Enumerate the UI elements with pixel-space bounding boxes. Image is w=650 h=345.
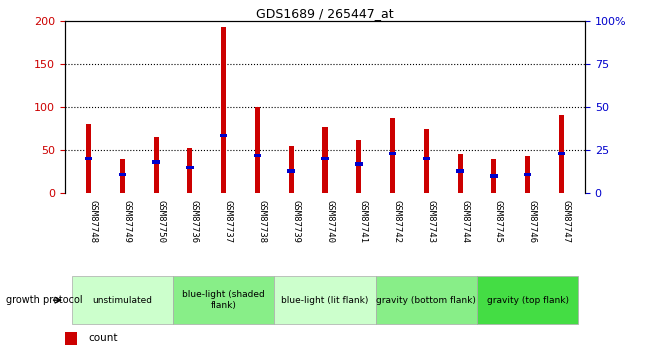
Text: growth protocol: growth protocol xyxy=(6,295,83,305)
Bar xyxy=(559,115,564,193)
Bar xyxy=(221,27,226,193)
Bar xyxy=(186,166,194,169)
Text: GSM87744: GSM87744 xyxy=(460,200,469,243)
Bar xyxy=(152,160,160,164)
Bar xyxy=(86,124,91,193)
Bar xyxy=(525,156,530,193)
Text: gravity (top flank): gravity (top flank) xyxy=(487,296,569,305)
Bar xyxy=(120,159,125,193)
Text: gravity (bottom flank): gravity (bottom flank) xyxy=(376,296,476,305)
Bar xyxy=(289,146,294,193)
Bar xyxy=(187,148,192,193)
Text: blue-light (shaded
flank): blue-light (shaded flank) xyxy=(183,290,265,310)
Bar xyxy=(220,134,228,137)
Text: GSM87743: GSM87743 xyxy=(426,200,436,243)
Text: GSM87746: GSM87746 xyxy=(528,200,537,243)
Text: GSM87747: GSM87747 xyxy=(562,200,570,243)
Text: GSM87745: GSM87745 xyxy=(494,200,503,243)
Text: GSM87750: GSM87750 xyxy=(156,200,165,243)
Bar xyxy=(355,162,363,166)
Text: GSM87739: GSM87739 xyxy=(291,200,300,243)
Bar xyxy=(376,276,477,324)
Text: GSM87749: GSM87749 xyxy=(122,200,131,243)
Bar xyxy=(255,107,260,193)
Bar xyxy=(477,276,578,324)
Bar xyxy=(490,174,498,178)
Text: GSM87740: GSM87740 xyxy=(325,200,334,243)
Text: GSM87748: GSM87748 xyxy=(88,200,98,243)
Bar xyxy=(491,159,497,193)
Text: unstimulated: unstimulated xyxy=(92,296,152,305)
Bar xyxy=(456,169,464,172)
Bar xyxy=(458,154,463,193)
Bar xyxy=(322,127,328,193)
Bar xyxy=(558,152,565,155)
Bar xyxy=(72,276,173,324)
Bar xyxy=(153,137,159,193)
Bar xyxy=(390,118,395,193)
Bar xyxy=(173,276,274,324)
Bar xyxy=(85,157,92,160)
Bar xyxy=(389,152,396,155)
Bar xyxy=(422,157,430,160)
Text: GSM87738: GSM87738 xyxy=(257,200,266,243)
Bar xyxy=(118,172,126,176)
Bar xyxy=(254,154,261,157)
Text: GSM87737: GSM87737 xyxy=(224,200,233,243)
Text: GSM87742: GSM87742 xyxy=(393,200,402,243)
Text: blue-light (lit flank): blue-light (lit flank) xyxy=(281,296,369,305)
Text: count: count xyxy=(88,333,118,343)
Bar xyxy=(424,129,429,193)
Bar xyxy=(274,276,376,324)
Bar xyxy=(321,157,329,160)
Bar xyxy=(524,172,532,176)
Bar xyxy=(287,169,295,172)
Title: GDS1689 / 265447_at: GDS1689 / 265447_at xyxy=(256,7,394,20)
Text: GSM87741: GSM87741 xyxy=(359,200,368,243)
Bar xyxy=(356,140,361,193)
Bar xyxy=(65,332,77,345)
Text: GSM87736: GSM87736 xyxy=(190,200,199,243)
